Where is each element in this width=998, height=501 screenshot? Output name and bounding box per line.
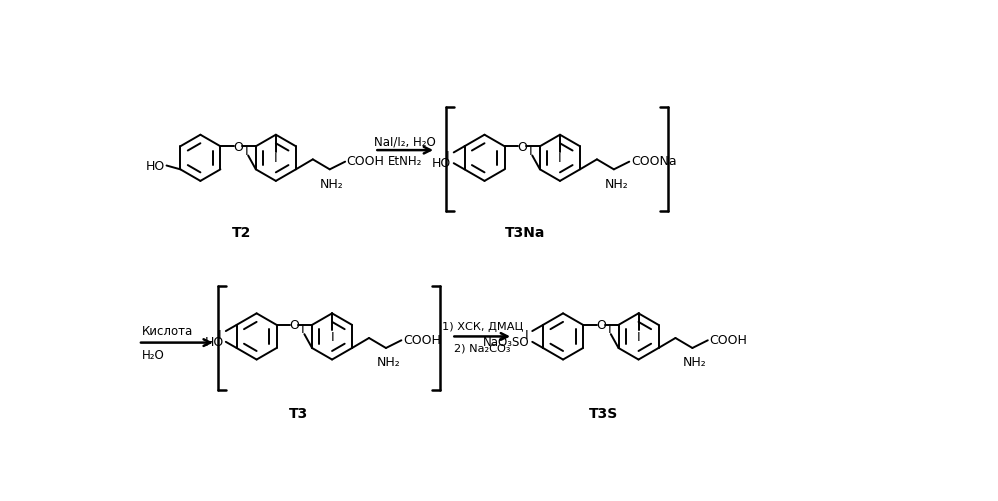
Text: COONa: COONa [631,155,677,168]
Text: 2) Na₂CO₃: 2) Na₂CO₃ [454,343,510,353]
Text: H₂O: H₂O [142,349,165,362]
Text: I: I [529,144,533,157]
Text: NaI/I₂, H₂O: NaI/I₂, H₂O [374,135,436,148]
Text: I: I [446,150,449,163]
Text: O: O [234,140,244,153]
Text: 1) ХСК, ДМАЦ: 1) ХСК, ДМАЦ [441,321,523,331]
Text: I: I [245,144,249,157]
Text: NH₂: NH₂ [376,356,400,369]
Text: EtNH₂: EtNH₂ [388,155,422,168]
Text: T3S: T3S [589,407,619,421]
Text: I: I [637,330,641,343]
Text: I: I [330,330,334,343]
Text: Кислота: Кислота [142,324,194,337]
Text: HO: HO [205,335,224,348]
Text: O: O [596,319,606,332]
Text: COOH: COOH [710,333,748,346]
Text: T3: T3 [288,407,307,421]
Text: NH₂: NH₂ [683,356,707,369]
Text: NH₂: NH₂ [605,177,628,190]
Text: COOH: COOH [403,333,441,346]
Text: COOH: COOH [346,155,384,168]
Text: T2: T2 [233,226,251,240]
Text: HO: HO [432,157,451,169]
Text: NH₂: NH₂ [320,177,344,190]
Text: O: O [289,319,299,332]
Text: T3Na: T3Na [505,226,546,240]
Text: I: I [218,328,222,341]
Text: I: I [274,152,277,165]
Text: I: I [301,323,304,336]
Text: I: I [524,328,528,341]
Text: I: I [608,323,611,336]
Text: I: I [558,152,562,165]
Text: O: O [517,140,527,153]
Text: HO: HO [146,160,165,173]
Text: NaO₃SO: NaO₃SO [483,335,530,348]
